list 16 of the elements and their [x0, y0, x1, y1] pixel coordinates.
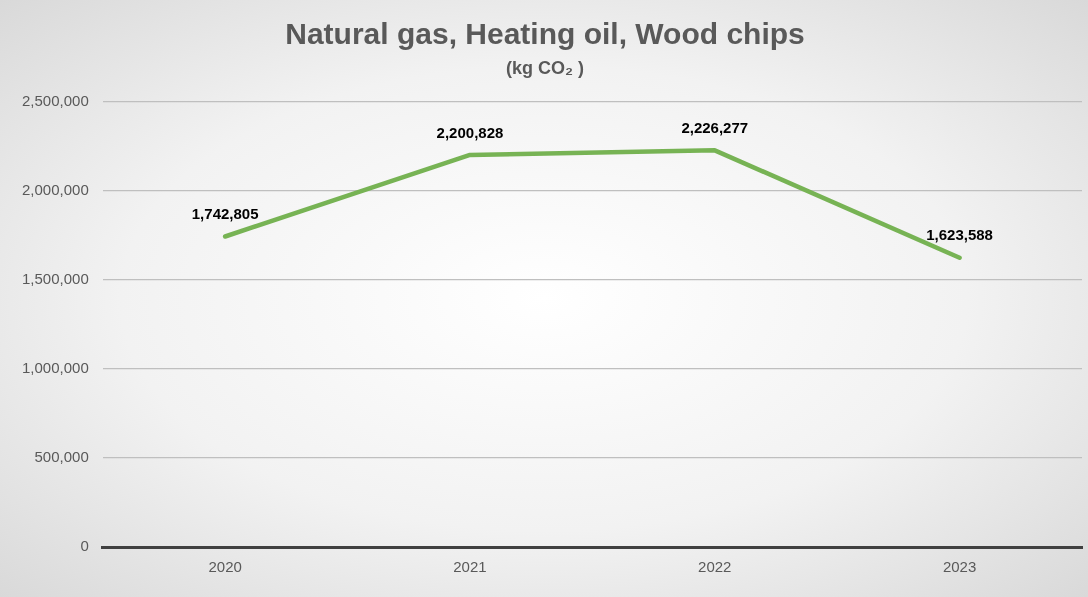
y-tick-label: 2,000,000 — [22, 180, 89, 198]
data-label: 1,742,805 — [191, 205, 259, 223]
y-tick-label: 1,500,000 — [22, 269, 89, 287]
y-tick-label: 0 — [80, 537, 89, 555]
data-label: 2,226,277 — [681, 119, 749, 137]
data-label: 1,623,588 — [926, 226, 993, 244]
y-tick-label: 500,000 — [34, 448, 89, 466]
x-tick-label: 2020 — [208, 558, 242, 576]
x-tick-label: 2021 — [453, 558, 487, 576]
y-tick-label: 1,000,000 — [22, 358, 89, 376]
x-tick-label: 2023 — [942, 558, 977, 576]
x-tick-label: 2022 — [698, 558, 732, 576]
data-label: 2,200,828 — [436, 123, 504, 141]
chart-title: Natural gas, Heating oil, Wood chips — [285, 17, 805, 51]
chart-subtitle: (kg CO₂ ) — [506, 57, 584, 78]
y-tick-label: 2,500,000 — [22, 91, 89, 109]
